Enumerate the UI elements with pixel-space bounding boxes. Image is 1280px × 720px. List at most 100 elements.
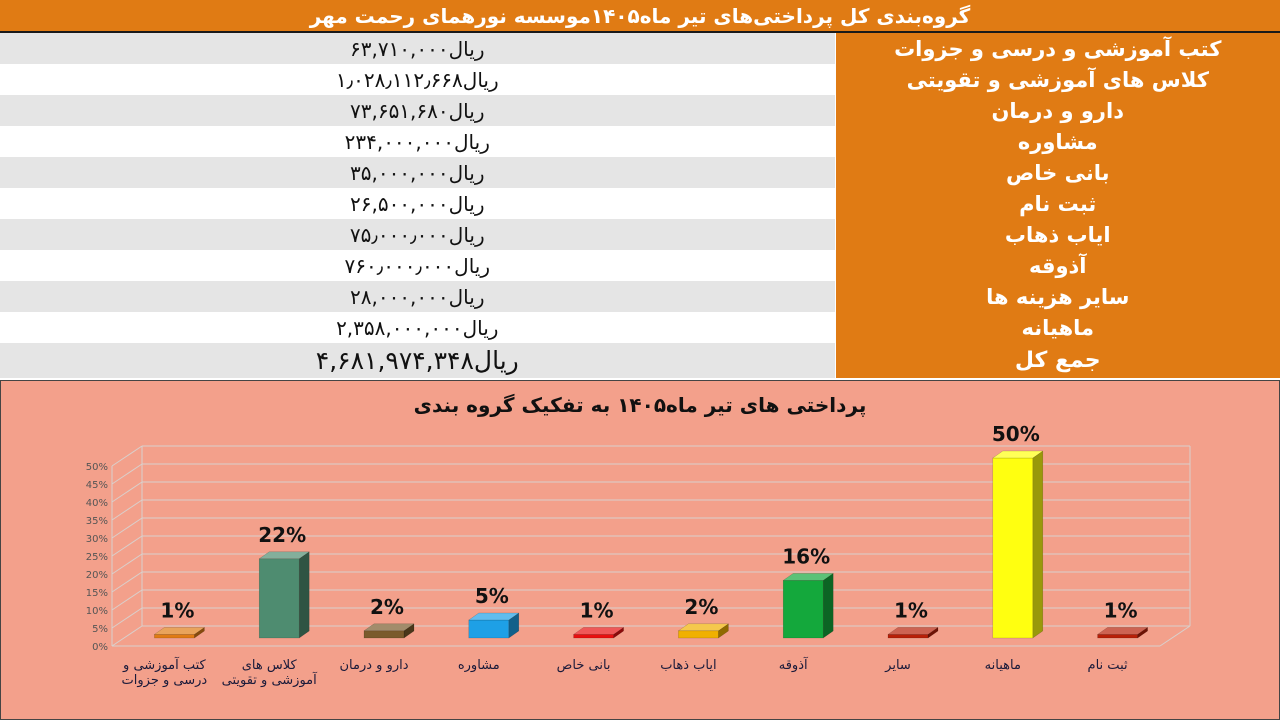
gridline-side <box>111 445 143 467</box>
chart-panel <box>0 380 1280 720</box>
data-label: 16% <box>782 544 830 568</box>
table-title: گروه‌بندی کل پرداختی‌های تیر ماه۱۴۰۵موسس… <box>0 0 1280 33</box>
y-tick-label: 15% <box>86 588 108 599</box>
x-tick-label: دارو و درمان <box>339 658 409 673</box>
bar <box>992 457 1034 639</box>
y-tick-label: 5% <box>92 624 108 635</box>
bar <box>573 634 614 639</box>
data-label: 1% <box>894 598 928 622</box>
bar-top <box>992 450 1044 459</box>
x-tick-label: سایر <box>885 658 911 673</box>
table-row: ۲۶,۵۰۰,۰۰۰ریال ثبت نام <box>0 188 1280 219</box>
gridline-side <box>111 481 143 503</box>
data-label: 50% <box>992 422 1040 446</box>
gridline-side <box>111 571 143 593</box>
gridline-side <box>111 553 143 575</box>
bar-side <box>298 551 310 639</box>
category-cell: ماهیانه <box>834 312 1280 343</box>
data-label: 1% <box>160 598 194 622</box>
gridline-side <box>111 535 143 557</box>
bar-top <box>258 551 310 560</box>
x-tick-label: کتب آموزشی و درسی و جزوات <box>121 658 208 688</box>
y-tick-label: 20% <box>86 570 108 581</box>
amount-cell: ۲,۳۵۸,۰۰۰,۰۰۰ریال <box>0 312 835 343</box>
bar <box>258 558 300 639</box>
gridline-side <box>111 463 143 485</box>
x-tick-label: ماهیانه <box>984 658 1021 673</box>
y-tick-label: 40% <box>86 498 108 509</box>
table-row: ۳۵,۰۰۰,۰۰۰ریال بانی خاص <box>0 157 1280 188</box>
y-tick-label: 25% <box>86 552 108 563</box>
bar <box>1097 634 1138 639</box>
y-tick-label: 45% <box>86 480 108 491</box>
bar-top <box>1096 627 1149 635</box>
chart-title: پرداختی های تیر ماه۱۴۰۵ به تفکیک گروه بن… <box>413 393 867 417</box>
category-cell: دارو و درمان <box>834 95 1280 126</box>
data-label: 22% <box>258 523 306 547</box>
total-label: جمع کل <box>834 343 1280 378</box>
y-tick-label: 50% <box>86 462 108 473</box>
total-row: ۴,۶۸۱,۹۷۴,۳۴۸ریال جمع کل <box>0 343 1280 378</box>
gridline-side <box>111 589 143 611</box>
bar-top <box>363 623 415 632</box>
table-row: ۷۳,۶۵۱,۶۸۰ریال دارو و درمان <box>0 95 1280 126</box>
table-row: ۱٫۰۲۸٫۱۱۲٫۶۶۸ریال کلاس های آموزشی و تقویت… <box>0 64 1280 95</box>
category-cell: سایر هزینه ها <box>834 281 1280 312</box>
x-tick-label: ثبت نام <box>1087 658 1128 673</box>
category-cell: کلاس های آموزشی و تقویتی <box>834 64 1280 95</box>
amount-cell: ۶۳,۷۱۰,۰۰۰ریال <box>0 33 835 64</box>
y-tick-label: 0% <box>92 642 108 653</box>
gridline-side <box>111 517 143 539</box>
amount-cell: ۷۳,۶۵۱,۶۸۰ریال <box>0 95 835 126</box>
x-tick-label: کلاس های آموزشی و تقویتی <box>221 658 317 688</box>
amount-cell: ۷۶۰٫۰۰۰٫۰۰۰ریال <box>0 250 835 281</box>
bar-top <box>468 612 520 621</box>
table-row: ۲۸,۰۰۰,۰۰۰ریال سایر هزینه ها <box>0 281 1280 312</box>
bar-top <box>887 627 939 635</box>
amount-cell: ۲۶,۵۰۰,۰۰۰ریال <box>0 188 835 219</box>
bar <box>678 630 719 639</box>
data-label: 2% <box>684 595 718 619</box>
table-row: ۲,۳۵۸,۰۰۰,۰۰۰ریال ماهیانه <box>0 312 1280 343</box>
data-label: 1% <box>580 598 614 622</box>
x-tick-label: ایاب ذهاب <box>660 658 717 673</box>
bar <box>782 580 824 639</box>
gridline-side <box>111 625 143 647</box>
table-row: ۲۳۴,۰۰۰,۰۰۰ریال مشاوره <box>0 126 1280 157</box>
category-cell: آذوقه <box>834 250 1280 281</box>
bar-top <box>572 627 625 635</box>
bar-side <box>822 572 834 639</box>
bar <box>887 634 929 639</box>
category-cell: بانی خاص <box>834 157 1280 188</box>
category-cell: کتب آموزشی و درسی و جزوات <box>834 33 1280 64</box>
category-cell: مشاوره <box>834 126 1280 157</box>
x-tick-label: بانی خاص <box>556 658 611 673</box>
payments-summary-table: ۶۳,۷۱۰,۰۰۰ریال کتب آموزشی و درسی و جزوات ۱… <box>0 33 1280 378</box>
data-label: 1% <box>1104 598 1138 622</box>
y-tick-label: 10% <box>86 606 108 617</box>
category-cell: ایاب ذهاب <box>834 219 1280 250</box>
bar <box>468 619 510 639</box>
category-cell: ثبت نام <box>834 188 1280 219</box>
x-tick-label: مشاوره <box>457 658 500 673</box>
bar <box>363 630 405 639</box>
bar-top <box>153 627 206 635</box>
amount-cell: ۱٫۰۲۸٫۱۱۲٫۶۶۸ریال <box>0 64 835 95</box>
amount-cell: ۳۵,۰۰۰,۰۰۰ریال <box>0 157 835 188</box>
data-label: 2% <box>370 595 404 619</box>
bar-top <box>782 573 834 581</box>
amount-cell: ۲۸,۰۰۰,۰۰۰ریال <box>0 281 835 312</box>
floor-edge <box>1159 625 1191 647</box>
table-row: ۷۵٫۰۰۰٫۰۰۰ریال ایاب ذهاب <box>0 219 1280 250</box>
bar-side <box>1032 450 1044 639</box>
table-row: ۶۳,۷۱۰,۰۰۰ریال کتب آموزشی و درسی و جزوات <box>0 33 1280 64</box>
x-tick-label: آذوقه <box>778 658 808 673</box>
amount-cell: ۷۵٫۰۰۰٫۰۰۰ریال <box>0 219 835 250</box>
bar-top <box>677 623 730 632</box>
y-tick-label: 35% <box>86 516 108 527</box>
table-row: ۷۶۰٫۰۰۰٫۰۰۰ریال آذوقه <box>0 250 1280 281</box>
gridline-side <box>111 499 143 521</box>
y-tick-label: 30% <box>86 534 108 545</box>
data-label: 5% <box>475 584 509 608</box>
